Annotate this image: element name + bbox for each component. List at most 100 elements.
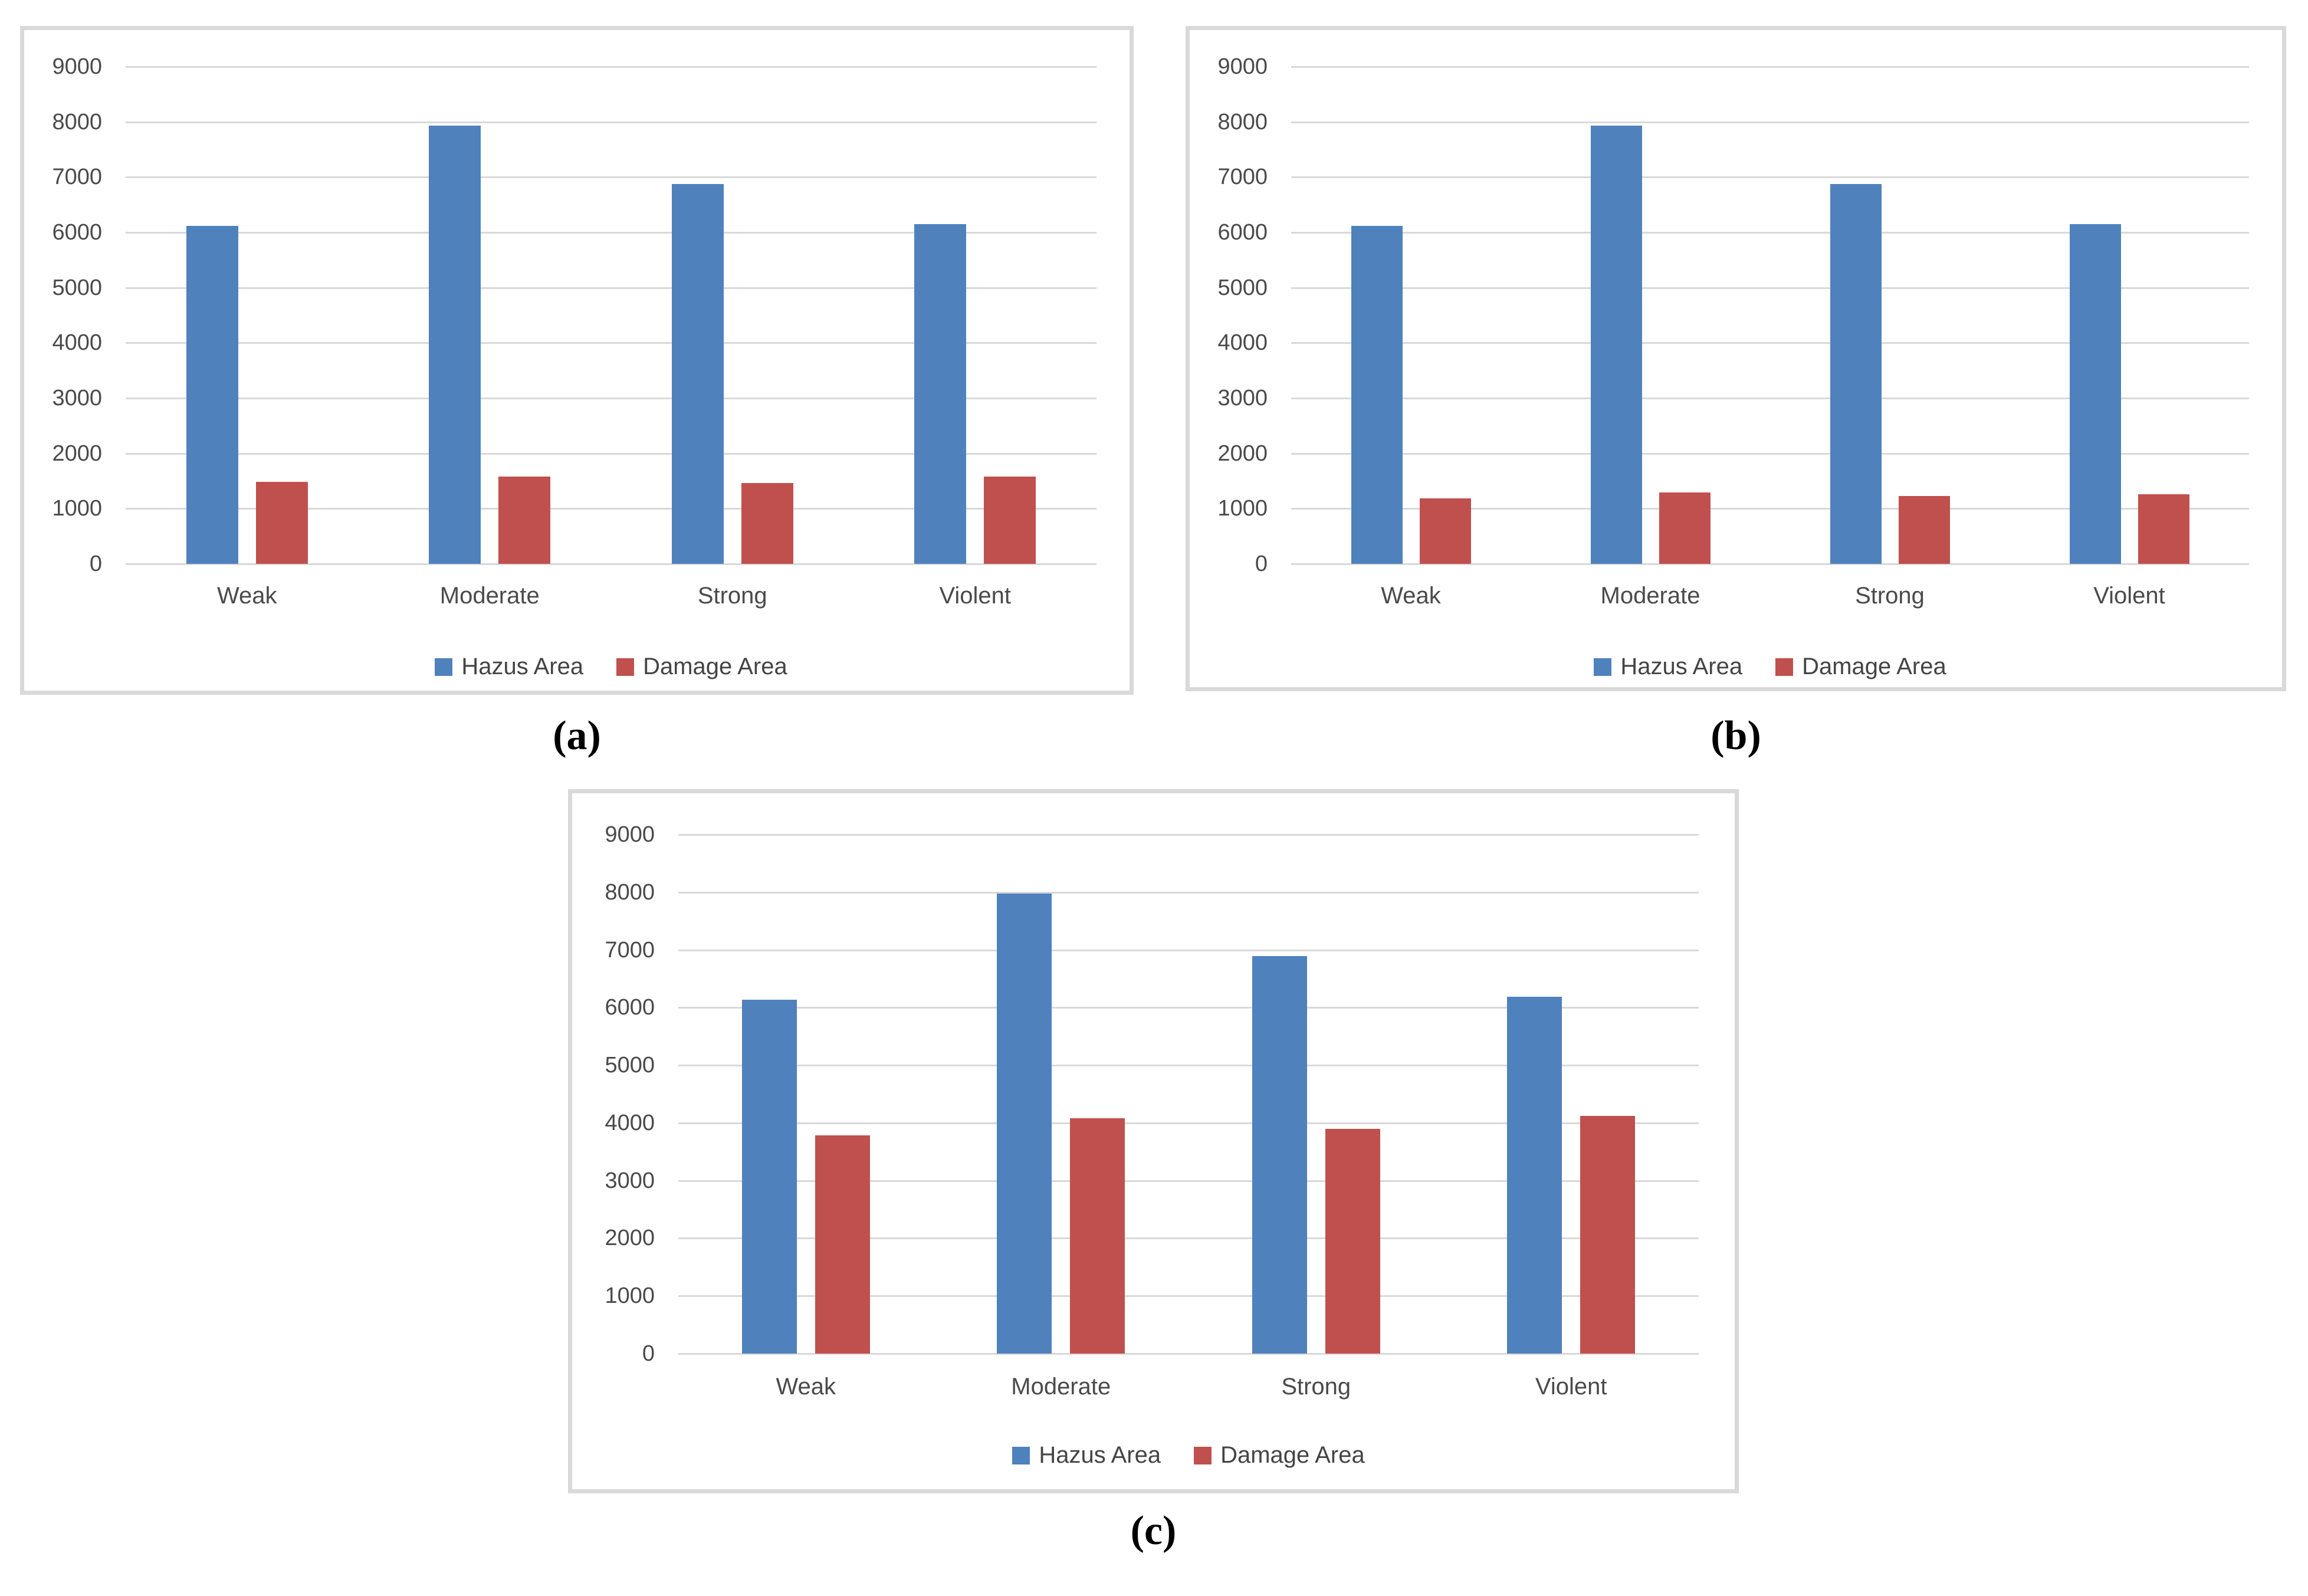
- legend: Hazus Area Damage Area: [126, 653, 1096, 680]
- bar-damage-area-violent: [2138, 494, 2189, 564]
- chart-panel-b: 0 1000 2000 3000 4000 5000 6000 7000 8000 9000 Wea…: [1186, 26, 2286, 691]
- gridline-2000: [126, 452, 1096, 455]
- y-tick-label-9000: 9000: [605, 822, 655, 847]
- legend-label: Hazus Area: [1620, 653, 1743, 679]
- x-axis-labels: Weak Moderate Strong Violent: [1291, 583, 2249, 609]
- gridline-4000: [678, 1122, 1699, 1124]
- bar-damage-area-weak: [815, 1135, 870, 1354]
- x-axis-labels: Weak Moderate Strong Violent: [678, 1374, 1699, 1400]
- gridline-1000: [1291, 508, 2249, 510]
- bar-damage-area-strong: [1325, 1129, 1380, 1354]
- y-tick-label-8000: 8000: [605, 879, 655, 905]
- gridline-8000: [126, 121, 1096, 123]
- legend: Hazus Area Damage Area: [1291, 653, 2249, 680]
- x-category-label-weak: Weak: [1381, 583, 1441, 609]
- y-tick-label-6000: 6000: [52, 220, 102, 245]
- y-tick-label-5000: 5000: [605, 1053, 655, 1078]
- y-tick-label-8000: 8000: [52, 109, 102, 134]
- y-tick-label-0: 0: [642, 1341, 655, 1366]
- category-cell-weak: [1291, 67, 1531, 564]
- legend-item-hazus-area: Hazus Area: [1012, 1442, 1161, 1469]
- legend-swatch-icon: [1194, 1446, 1212, 1464]
- y-tick-label-9000: 9000: [52, 54, 102, 79]
- y-tick-label-1000: 1000: [1217, 496, 1268, 521]
- gridline-8000: [678, 891, 1699, 894]
- gridline-3000: [126, 398, 1096, 399]
- category-cell-strong: [1770, 67, 2010, 564]
- caption-c: (c): [1130, 1508, 1177, 1554]
- y-tick-label-2000: 2000: [1217, 441, 1268, 466]
- gridline-0: [1291, 563, 2249, 565]
- legend-item-damage-area: Damage Area: [1194, 1442, 1365, 1469]
- bar-damage-area-violent: [1580, 1116, 1636, 1354]
- y-tick-label-3000: 3000: [1217, 386, 1268, 411]
- bar-damage-area-weak: [255, 482, 308, 564]
- gridline-5000: [1291, 287, 2249, 289]
- gridline-5000: [126, 287, 1096, 289]
- y-tick-label-1000: 1000: [605, 1283, 655, 1309]
- legend-swatch-icon: [616, 658, 635, 676]
- category-cell-weak: [126, 67, 369, 564]
- gridline-1000: [126, 508, 1096, 510]
- gridline-7000: [1291, 176, 2249, 179]
- legend-item-damage-area: Damage Area: [616, 653, 787, 680]
- bar-hazus-area-violent: [2069, 224, 2121, 564]
- gridline-0: [126, 563, 1096, 565]
- plot-area: [1291, 67, 2249, 564]
- y-tick-label-0: 0: [1255, 551, 1268, 576]
- gridline-9000: [126, 66, 1096, 68]
- gridline-5000: [678, 1065, 1699, 1067]
- caption-a: (a): [553, 713, 601, 758]
- chart-panel-a: 0 1000 2000 3000 4000 5000 6000 7000 8000 9000 Wea…: [20, 26, 1134, 695]
- category-cell-moderate: [1531, 67, 1770, 564]
- chart-panel-c: 0 1000 2000 3000 4000 5000 6000 7000 8000 9000 Wea…: [568, 789, 1739, 1493]
- bar-hazus-area-violent: [1507, 997, 1562, 1354]
- gridline-4000: [1291, 342, 2249, 344]
- caption-b: (b): [1711, 713, 1761, 758]
- chart-area-c: 0 1000 2000 3000 4000 5000 6000 7000 8000 9000 Wea…: [572, 793, 1735, 1489]
- x-category-label-strong: Strong: [1281, 1374, 1351, 1400]
- legend-label: Damage Area: [1802, 653, 1946, 679]
- x-category-label-moderate: Moderate: [1600, 583, 1700, 609]
- gridline-6000: [678, 1007, 1699, 1009]
- bar-hazus-area-weak: [186, 226, 238, 564]
- category-cell-strong: [611, 67, 854, 564]
- bar-hazus-area-strong: [1830, 184, 1882, 564]
- x-category-label-moderate: Moderate: [439, 583, 540, 609]
- gridline-8000: [1291, 121, 2249, 123]
- gridline-6000: [126, 232, 1096, 234]
- legend-item-damage-area: Damage Area: [1775, 653, 1946, 680]
- gridline-2000: [678, 1237, 1699, 1240]
- gridline-9000: [1291, 66, 2249, 68]
- chart-area-a: 0 1000 2000 3000 4000 5000 6000 7000 8000 9000 Wea…: [24, 30, 1130, 691]
- legend-item-hazus-area: Hazus Area: [435, 653, 583, 680]
- bar-damage-area-weak: [1419, 498, 1471, 564]
- bar-damage-area-violent: [984, 477, 1036, 564]
- x-category-label-violent: Violent: [1535, 1374, 1607, 1400]
- category-cell-moderate: [934, 835, 1189, 1354]
- gridline-6000: [1291, 232, 2249, 234]
- category-cell-moderate: [369, 67, 612, 564]
- y-tick-label-1000: 1000: [52, 496, 102, 521]
- legend-label: Hazus Area: [1039, 1442, 1161, 1468]
- y-tick-label-6000: 6000: [1217, 220, 1268, 245]
- legend-swatch-icon: [435, 658, 453, 676]
- gridline-7000: [126, 176, 1096, 179]
- bar-hazus-area-weak: [1351, 226, 1403, 564]
- bar-hazus-area-strong: [671, 184, 724, 564]
- gridline-2000: [1291, 452, 2249, 455]
- x-axis-labels: Weak Moderate Strong Violent: [126, 583, 1096, 609]
- legend-label: Hazus Area: [461, 653, 584, 679]
- bar-hazus-area-strong: [1252, 956, 1307, 1354]
- bar-hazus-area-moderate: [997, 894, 1052, 1354]
- bar-damage-area-strong: [1898, 496, 1950, 564]
- category-cell-violent: [854, 67, 1097, 564]
- gridline-0: [678, 1353, 1699, 1355]
- plot-area: [678, 835, 1699, 1354]
- category-cell-violent: [2010, 67, 2249, 564]
- x-category-label-violent: Violent: [939, 583, 1012, 609]
- gridline-3000: [678, 1180, 1699, 1182]
- bar-hazus-area-violent: [914, 224, 967, 564]
- x-category-label-weak: Weak: [216, 583, 277, 609]
